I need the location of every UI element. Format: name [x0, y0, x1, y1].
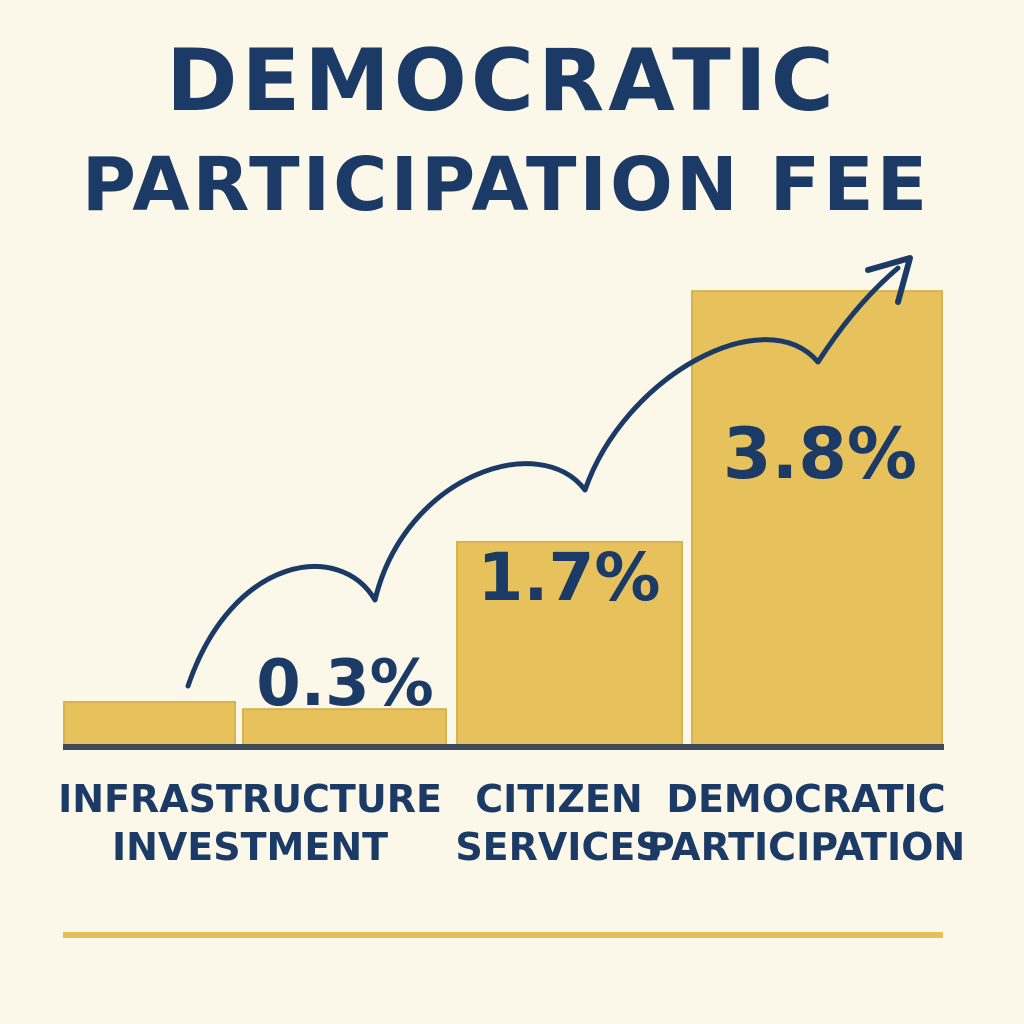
data-label-2: 1.7% [477, 539, 660, 616]
category-label-3-line-2: PARTICIPATION [647, 825, 965, 869]
category-label-1-line-2: INVESTMENT [112, 825, 388, 869]
data-label-group: 0.3% 1.7% 3.8% [256, 413, 917, 721]
category-label-1-line-1: INFRASTRUCTURE [58, 777, 442, 821]
category-label-2-line-2: SERVICES [455, 825, 662, 869]
category-label-2-line-1: CITIZEN [475, 777, 642, 821]
bar-1 [242, 708, 447, 747]
x-axis-baseline [63, 744, 944, 750]
data-label-1: 0.3% [256, 647, 434, 721]
trend-arrow-head-icon [865, 255, 913, 305]
chart-title: DEMOCRATIC PARTICIPATION FEE [82, 31, 930, 228]
bar-3 [691, 290, 943, 746]
lead-in-block [63, 701, 236, 746]
bar-2 [456, 540, 683, 747]
chart-title-line-1: DEMOCRATIC [166, 31, 838, 131]
trend-arrow-line [185, 265, 901, 689]
bottom-rule [63, 932, 943, 938]
data-label-3: 3.8% [723, 413, 917, 495]
chart-title-line-2: PARTICIPATION FEE [82, 142, 930, 228]
bar-group [63, 290, 943, 747]
category-label-3-line-1: DEMOCRATIC [666, 777, 945, 821]
